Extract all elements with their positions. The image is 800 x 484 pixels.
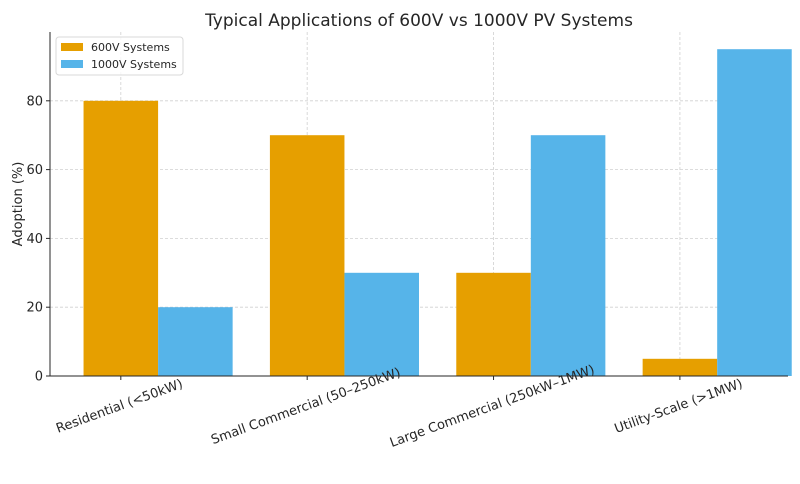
bar-1000v-systems — [530, 135, 606, 376]
chart-title: Typical Applications of 600V vs 1000V PV… — [204, 11, 633, 31]
legend: 600V Systems 1000V Systems — [55, 36, 184, 76]
legend-box — [55, 36, 184, 76]
bar-1000v-systems — [158, 307, 233, 376]
y-tick-label: 80 — [26, 94, 43, 109]
y-tick-label: 20 — [26, 301, 43, 316]
legend-label: 600V Systems — [91, 41, 170, 54]
y-tick-label: 0 — [35, 370, 43, 385]
legend-swatch — [61, 60, 83, 68]
y-axis-label: Adoption (%) — [11, 162, 26, 247]
bar-600v-systems — [83, 100, 159, 377]
y-tick-label: 40 — [26, 232, 43, 247]
legend-swatch — [61, 43, 83, 51]
bar-1000v-systems — [717, 49, 792, 376]
bar-1000v-systems — [344, 272, 419, 376]
bar-600v-systems — [269, 135, 345, 376]
y-tick-label: 60 — [26, 163, 43, 178]
legend-label: 1000V Systems — [91, 58, 177, 71]
x-tick-label: Small Commercial (50–250kW) — [209, 365, 403, 448]
bar-600v-systems — [642, 358, 718, 376]
x-tick-label: Utility-Scale (>1MW) — [613, 377, 745, 437]
bar-600v-systems — [456, 272, 531, 376]
bars — [83, 49, 792, 377]
x-tick-label: Residential (<50kW) — [54, 377, 185, 437]
